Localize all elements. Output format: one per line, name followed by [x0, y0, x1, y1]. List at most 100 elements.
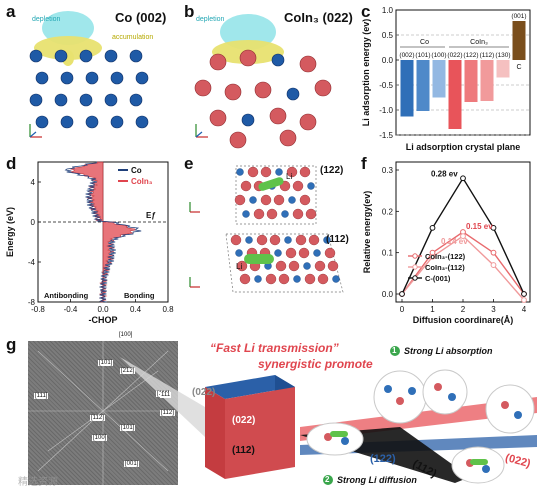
co-atom [104, 93, 118, 107]
category-label: (101) [415, 52, 430, 59]
plot-frame [395, 9, 531, 136]
peak-label-c001: 0.28 ev [431, 169, 458, 178]
category-label: (112) [480, 52, 495, 59]
in-atom [260, 166, 272, 178]
co-atom [323, 236, 331, 244]
x-axis-label: Li adsorption crystal plane [406, 142, 521, 152]
panel-a-structure [29, 11, 149, 138]
co-atom [135, 71, 149, 85]
panel-a: a Co (002) depletion accumulation [0, 0, 178, 150]
beam-label-022: (022) [192, 387, 216, 398]
co-atom [307, 182, 315, 190]
y-tick-label: 0.0 [382, 290, 394, 299]
panel-b-structure [194, 14, 332, 149]
panel-d: d 4 0 -4 -8 -0.8 -0.4 0.0 0.4 0.8 Co CoIn₃ Eƒ Antibo… [0, 152, 178, 327]
group-label: Co [420, 39, 429, 46]
legend-marker [412, 264, 418, 270]
in-atom [304, 273, 316, 285]
y-tick-label: -1.5 [379, 131, 393, 140]
co-atom [54, 93, 68, 107]
cube-label-022: (022) [232, 415, 256, 426]
co-atom [286, 87, 300, 101]
panel-g-art [120, 346, 537, 485]
in-atom [295, 234, 307, 246]
panel-b-depletion-label: depletion [196, 16, 225, 23]
panel-e: e (122) (112) Li Li [178, 152, 358, 327]
x-axis-label: -CHOP [89, 315, 118, 325]
in-atom [299, 194, 311, 206]
co-atom [242, 210, 250, 218]
legend-label-coin3: CoIn₃ [131, 177, 153, 186]
series-coin3-area [70, 161, 136, 303]
in-atom [314, 79, 332, 97]
panel-f-letter: f [361, 154, 367, 173]
in-atom [269, 234, 281, 246]
in-atom [260, 194, 272, 206]
x-tick-label: -0.4 [64, 305, 78, 314]
panel-g-letter: g [6, 335, 17, 354]
group-label: C [516, 64, 521, 71]
in-atom [308, 234, 320, 246]
co-atom [408, 387, 416, 395]
co-atom [303, 262, 311, 270]
co-atom [241, 113, 255, 127]
co-atom [29, 49, 43, 63]
series-point [521, 297, 527, 303]
legend-label-co: Co [131, 166, 142, 175]
in-atom [299, 55, 317, 73]
co-atom [35, 71, 49, 85]
y-tick-label: 0.0 [382, 56, 394, 65]
in-atom [292, 180, 304, 192]
co-atom [129, 49, 143, 63]
peak-label-112: 0.14 ev [441, 237, 468, 246]
panel-b-letter: b [184, 2, 195, 21]
co-atom [35, 115, 49, 129]
co-atom [284, 236, 292, 244]
x-tick-label: 2 [461, 305, 466, 314]
panel-c: c 1.0 0.5 0.0 -0.5 -1.0 -1.5 (002) (101) (100) (0… [358, 0, 537, 155]
legend-label: CoIn₃-(112) [425, 263, 465, 272]
tem-zone-label: [111] [34, 393, 49, 399]
peak-label-122: 0.15 ev [466, 222, 493, 231]
in-atom [239, 273, 251, 285]
li-cylinder [470, 459, 488, 465]
x-tick-label: 0.0 [97, 305, 109, 314]
tem-zone-label: [101] [98, 360, 114, 366]
category-label: (100) [431, 52, 446, 59]
co-atom [129, 93, 143, 107]
series-point [460, 175, 466, 182]
in-atom [314, 260, 326, 272]
in-atom [279, 129, 297, 147]
in-atom [240, 180, 252, 192]
series-co-line [64, 161, 142, 303]
diffusion-energy-chart: 0.0 0.1 0.2 0.3 0 1 2 3 4 0.28 ev 0.15 ev 0.14 ev Co… [362, 161, 531, 325]
co-atom [275, 168, 283, 176]
x-tick-label: 1 [430, 305, 435, 314]
co-atom [236, 168, 244, 176]
co-atom [104, 49, 118, 63]
y-tick-label: -0.5 [379, 81, 393, 90]
co-atom [482, 465, 490, 473]
in-atom [324, 433, 332, 441]
series-point [429, 224, 436, 231]
bar [448, 60, 462, 129]
in-atom [501, 401, 509, 409]
in-atom [209, 109, 227, 127]
in-atom [234, 194, 246, 206]
category-label: (130) [495, 52, 510, 59]
x-tick-label: 0.4 [130, 305, 142, 314]
co-atom [384, 385, 392, 393]
bar [480, 60, 494, 101]
y-axis-label: Li adsorption energy (ev) [361, 19, 371, 127]
co-atom [254, 275, 262, 283]
co-atom [271, 53, 285, 67]
panel-g: g “Fast Li transmission” syner [0, 327, 537, 491]
in-atom [230, 234, 242, 246]
in-atom [269, 107, 287, 125]
strong-absorption-num: 1 [392, 346, 397, 355]
co-atom [85, 71, 99, 85]
in-atom [299, 113, 317, 131]
bar [400, 60, 414, 117]
panel-b-title: CoIn₃ (022) [284, 10, 353, 25]
co-atom [110, 115, 124, 129]
